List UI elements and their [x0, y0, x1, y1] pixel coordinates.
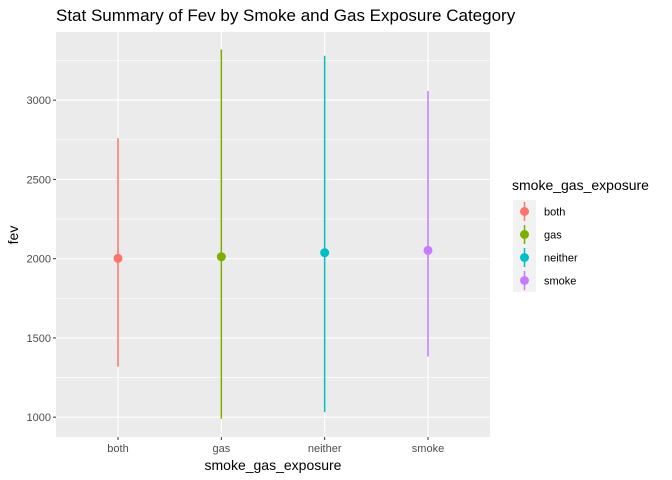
- y-axis-title: fev: [5, 226, 21, 245]
- legend-label-neither: neither: [544, 253, 578, 265]
- legend-label-smoke: smoke: [544, 276, 576, 288]
- data-marks: [113, 49, 433, 419]
- x-axis: both gas neither smoke: [107, 437, 444, 455]
- x-tick-label: smoke: [412, 443, 444, 455]
- chart-title: Stat Summary of Fev by Smoke and Gas Exp…: [56, 6, 516, 25]
- y-tick-label: 1000: [27, 412, 51, 424]
- y-tick-label: 2500: [27, 174, 51, 186]
- legend-point-smoke: [520, 276, 529, 285]
- plot-panel: [56, 32, 490, 437]
- x-tick-label: both: [107, 443, 128, 455]
- legend-point-neither: [520, 253, 529, 262]
- legend-label-both: both: [544, 207, 565, 219]
- x-tick-label: gas: [212, 443, 230, 455]
- y-tick-label: 3000: [27, 95, 51, 107]
- legend-label-gas: gas: [544, 230, 562, 242]
- y-tick-label: 1500: [27, 333, 51, 345]
- y-axis: 1000 1500 2000 2500 3000: [27, 95, 56, 424]
- mean-point-both: [113, 253, 123, 263]
- legend-point-both: [520, 207, 529, 216]
- y-tick-label: 2000: [27, 254, 51, 266]
- legend-point-gas: [520, 230, 529, 239]
- mean-point-gas: [216, 252, 226, 262]
- x-tick-label: neither: [308, 443, 342, 455]
- mean-point-smoke: [423, 245, 433, 255]
- legend: smoke_gas_exposure both gas neither smoke: [512, 177, 649, 292]
- legend-title: smoke_gas_exposure: [512, 177, 649, 193]
- mean-point-neither: [320, 248, 330, 258]
- x-axis-title: smoke_gas_exposure: [205, 457, 342, 473]
